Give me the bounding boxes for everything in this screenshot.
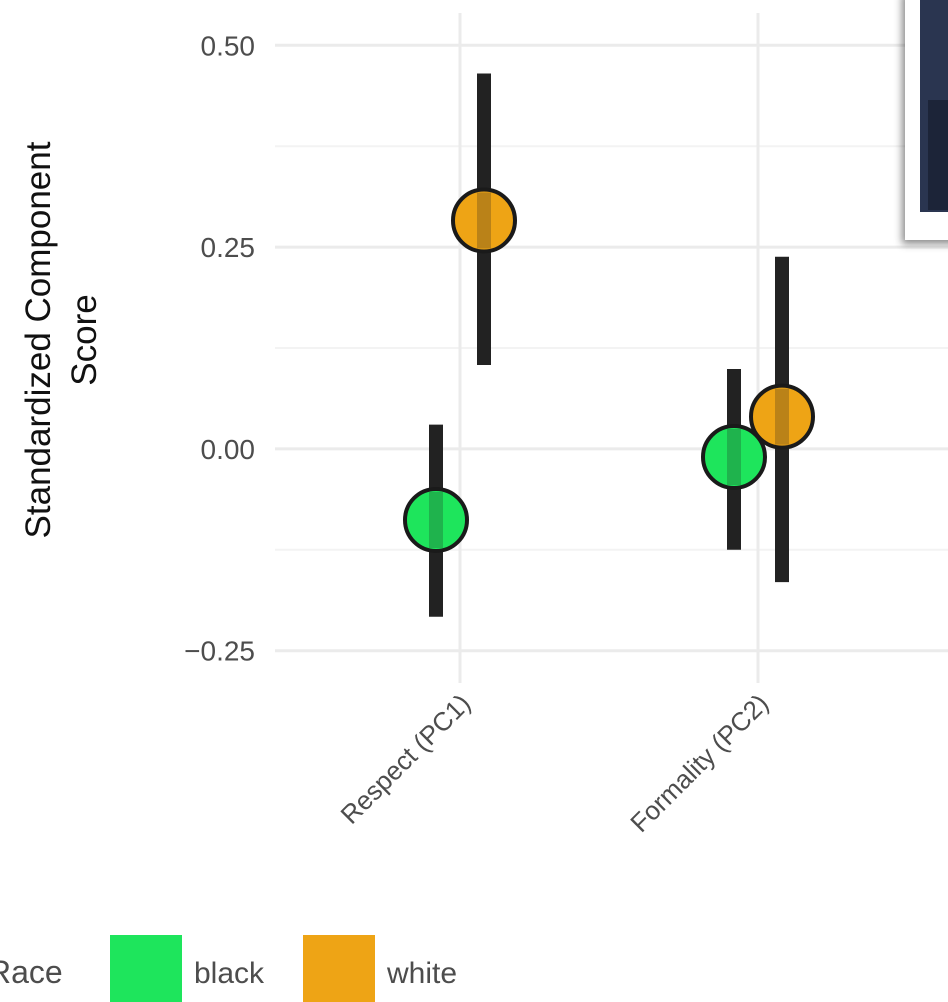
legend-label: white <box>386 957 457 990</box>
legend-swatch <box>110 935 182 1002</box>
x-tick-label: Formality (PC2) <box>624 688 774 838</box>
inset-photo <box>905 0 948 240</box>
y-axis-label: Standardized Component Score <box>16 130 108 550</box>
y-tick-label: 0.25 <box>201 232 256 263</box>
y-tick-label: −0.25 <box>184 636 255 667</box>
marks <box>405 74 813 617</box>
legend-swatch <box>303 935 375 1002</box>
chart: −0.25 0.00 0.25 0.50 Respect (PC1) Formality … <box>0 0 948 1002</box>
x-tick-label: Respect (PC1) <box>334 688 476 830</box>
legend: Race black white <box>0 935 457 1002</box>
y-tick-label: 0.00 <box>201 434 256 465</box>
y-tick-label: 0.50 <box>201 30 256 61</box>
page: −0.25 0.00 0.25 0.50 Respect (PC1) Formality … <box>0 0 948 1002</box>
grid: −0.25 0.00 0.25 0.50 Respect (PC1) Formality … <box>184 13 948 838</box>
legend-title: Race <box>0 954 63 990</box>
legend-label: black <box>194 957 265 990</box>
